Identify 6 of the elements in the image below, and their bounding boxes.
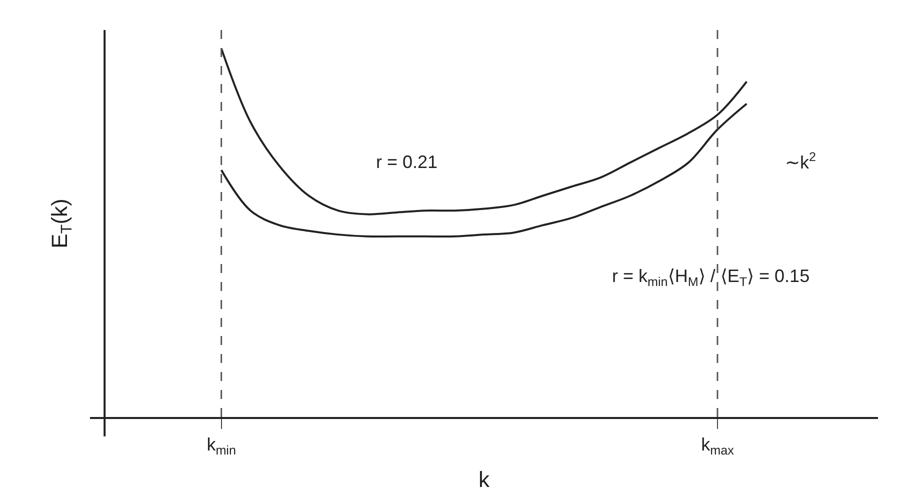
x-tick-label: k$_{max}$	[701, 434, 735, 458]
x-axis-title: k	[478, 466, 490, 492]
annotation: r = 0.21	[376, 152, 438, 172]
annotation: r = k$_{min}$⟨H$_{M}$⟩ / ⟨E$_{T}$⟩ = 0.15	[612, 266, 810, 289]
x-tick-label: k$_{min}$	[206, 434, 236, 458]
annotation: ∼k$^{2}$	[785, 150, 816, 173]
